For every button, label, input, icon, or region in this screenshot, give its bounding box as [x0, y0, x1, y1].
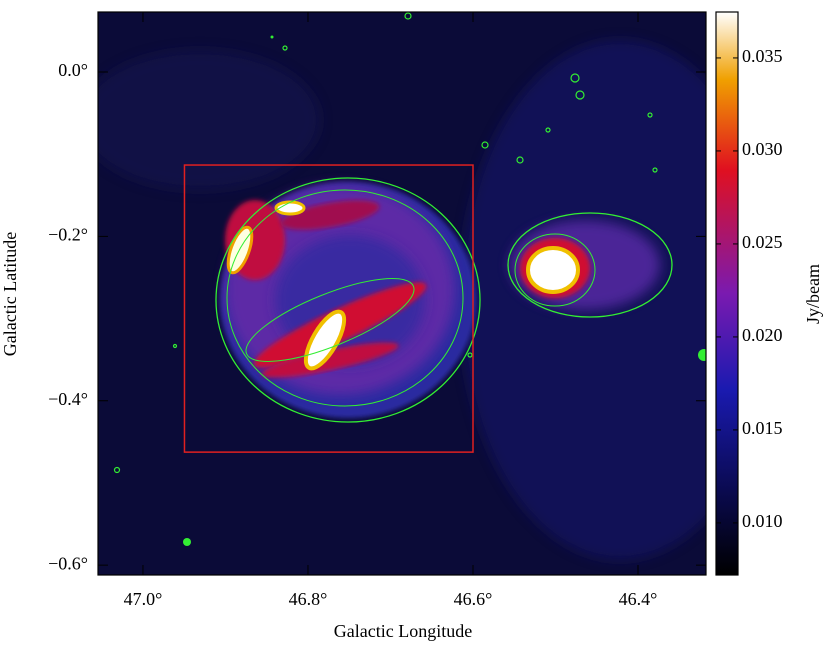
colorbar-tick-label: 0.020 [742, 325, 783, 345]
y-tick-label: −0.4° [48, 389, 88, 409]
colorbar-tick-label: 0.025 [742, 232, 783, 252]
x-axis-label: Galactic Longitude [334, 621, 472, 641]
colorbar-label: Jy/beam [803, 264, 823, 324]
colorbar-tick-label: 0.030 [742, 139, 783, 159]
y-tick-label: −0.2° [48, 225, 88, 245]
y-axis-label: Galactic Latitude [0, 232, 20, 356]
colorbar-tick-label: 0.035 [742, 46, 783, 66]
y-tick-label: −0.6° [48, 553, 88, 573]
region-box [183, 164, 474, 453]
x-tick-label: 46.8° [289, 589, 328, 609]
plot-frame [97, 11, 707, 576]
colorbar-tick-label: 0.010 [742, 511, 783, 531]
x-tick-label: 46.4° [619, 589, 658, 609]
colorbar [715, 11, 739, 576]
colorbar-tick-label: 0.015 [742, 418, 783, 438]
sky-image [98, 12, 706, 575]
x-tick-label: 47.0° [124, 589, 163, 609]
y-tick-label: 0.0° [58, 60, 88, 80]
x-tick-label: 46.6° [454, 589, 493, 609]
